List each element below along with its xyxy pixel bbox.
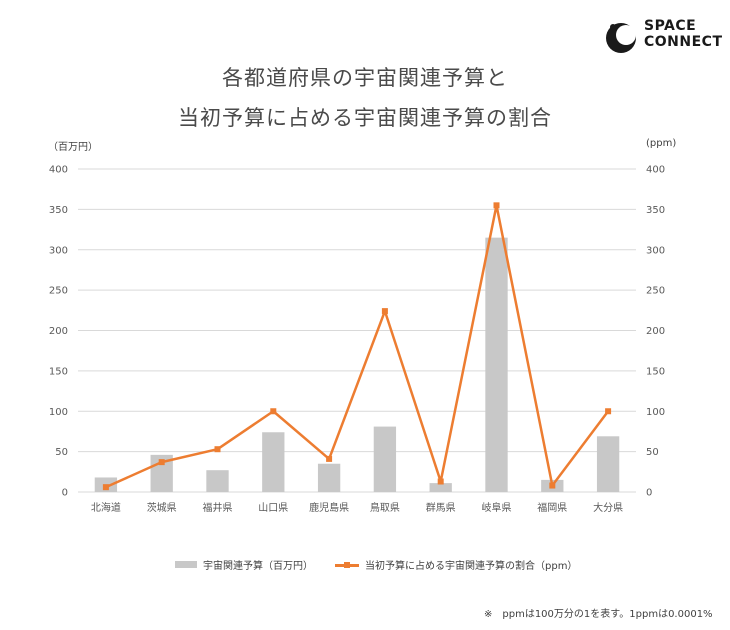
legend-line-swatch [335,560,359,570]
y-tick-label-right: 150 [646,366,665,377]
x-tick-label: 岐阜県 [482,501,512,514]
bar [206,470,229,492]
line-marker [158,459,165,466]
line-marker [214,446,221,453]
line-marker [549,482,556,489]
y-tick-label-right: 350 [646,205,665,216]
bar [317,463,341,492]
chart-title-line-1: 各都道府県の宇宙関連予算と [222,66,508,90]
bar [485,237,508,492]
line-marker [326,455,333,462]
y-tick-label-right: 50 [646,447,659,458]
x-tick-label: 鳥取県 [370,501,400,514]
x-tick-label: 北海道 [91,501,121,514]
bar [596,436,620,492]
line-marker [270,408,277,415]
brand-logo: SPACE CONNECT [604,18,724,58]
line-marker [381,308,388,315]
y-tick-label-left: 200 [49,326,68,337]
logo-wordmark: SPACE CONNECT [644,18,723,50]
y-tick-label-right: 300 [646,245,665,256]
legend-label-budget: 宇宙関連予算（百万円） [203,561,313,572]
y-tick-label-left: 250 [49,286,68,297]
logo-line-1: SPACE [644,18,697,34]
line-marker [102,484,109,491]
y-tick-label-left: 300 [49,245,68,256]
x-tick-label: 大分県 [593,501,623,514]
y-tick-label-right: 400 [646,165,665,176]
y-tick-label-right: 100 [646,407,665,418]
bar [373,426,397,492]
bar [429,483,452,492]
legend-label-ratio: 当初予算に占める宇宙関連予算の割合（ppm） [365,561,578,572]
line-marker [493,202,500,209]
logo-line-2: CONNECT [644,34,723,50]
right-axis-unit: (ppm) [646,138,677,149]
footnote: ※ ppmは100万分の1を表す。1ppmは0.0001% [484,609,713,620]
combo-chart: 0 50 100 150 200 250 300 350 400 0 50 100 150 200 250 3… [49,165,665,515]
x-tick-label: 福岡県 [537,501,567,514]
y-tick-label-left: 100 [49,407,68,418]
x-tick-label: 山口県 [258,502,288,514]
x-tick-label: 茨城県 [147,501,177,514]
x-tick-label: 福井県 [203,501,233,514]
x-tick-label: 群馬県 [426,501,456,514]
y-tick-label-left: 150 [49,366,68,377]
y-tick-label-right: 200 [646,326,665,337]
line-marker [605,408,612,415]
left-axis-unit: （百万円） [48,142,98,153]
x-tick-label: 鹿児島県 [309,501,349,514]
legend-bar-swatch [175,561,197,568]
y-tick-label-left: 50 [55,447,68,458]
y-tick-label-left: 350 [49,205,68,216]
y-tick-label-left: 400 [49,165,68,176]
legend-item-budget: 宇宙関連予算（百万円） [175,557,313,572]
line-marker [437,478,444,485]
y-tick-label-left: 0 [62,488,68,499]
y-tick-label-right: 250 [646,286,665,297]
bar [262,432,285,492]
logo-icon [606,23,636,53]
y-tick-label-right: 0 [646,488,652,499]
chart-title-line-2: 当初予算に占める宇宙関連予算の割合 [178,106,552,130]
line-series [105,204,610,489]
legend-item-ratio: 当初予算に占める宇宙関連予算の割合（ppm） [335,557,577,572]
